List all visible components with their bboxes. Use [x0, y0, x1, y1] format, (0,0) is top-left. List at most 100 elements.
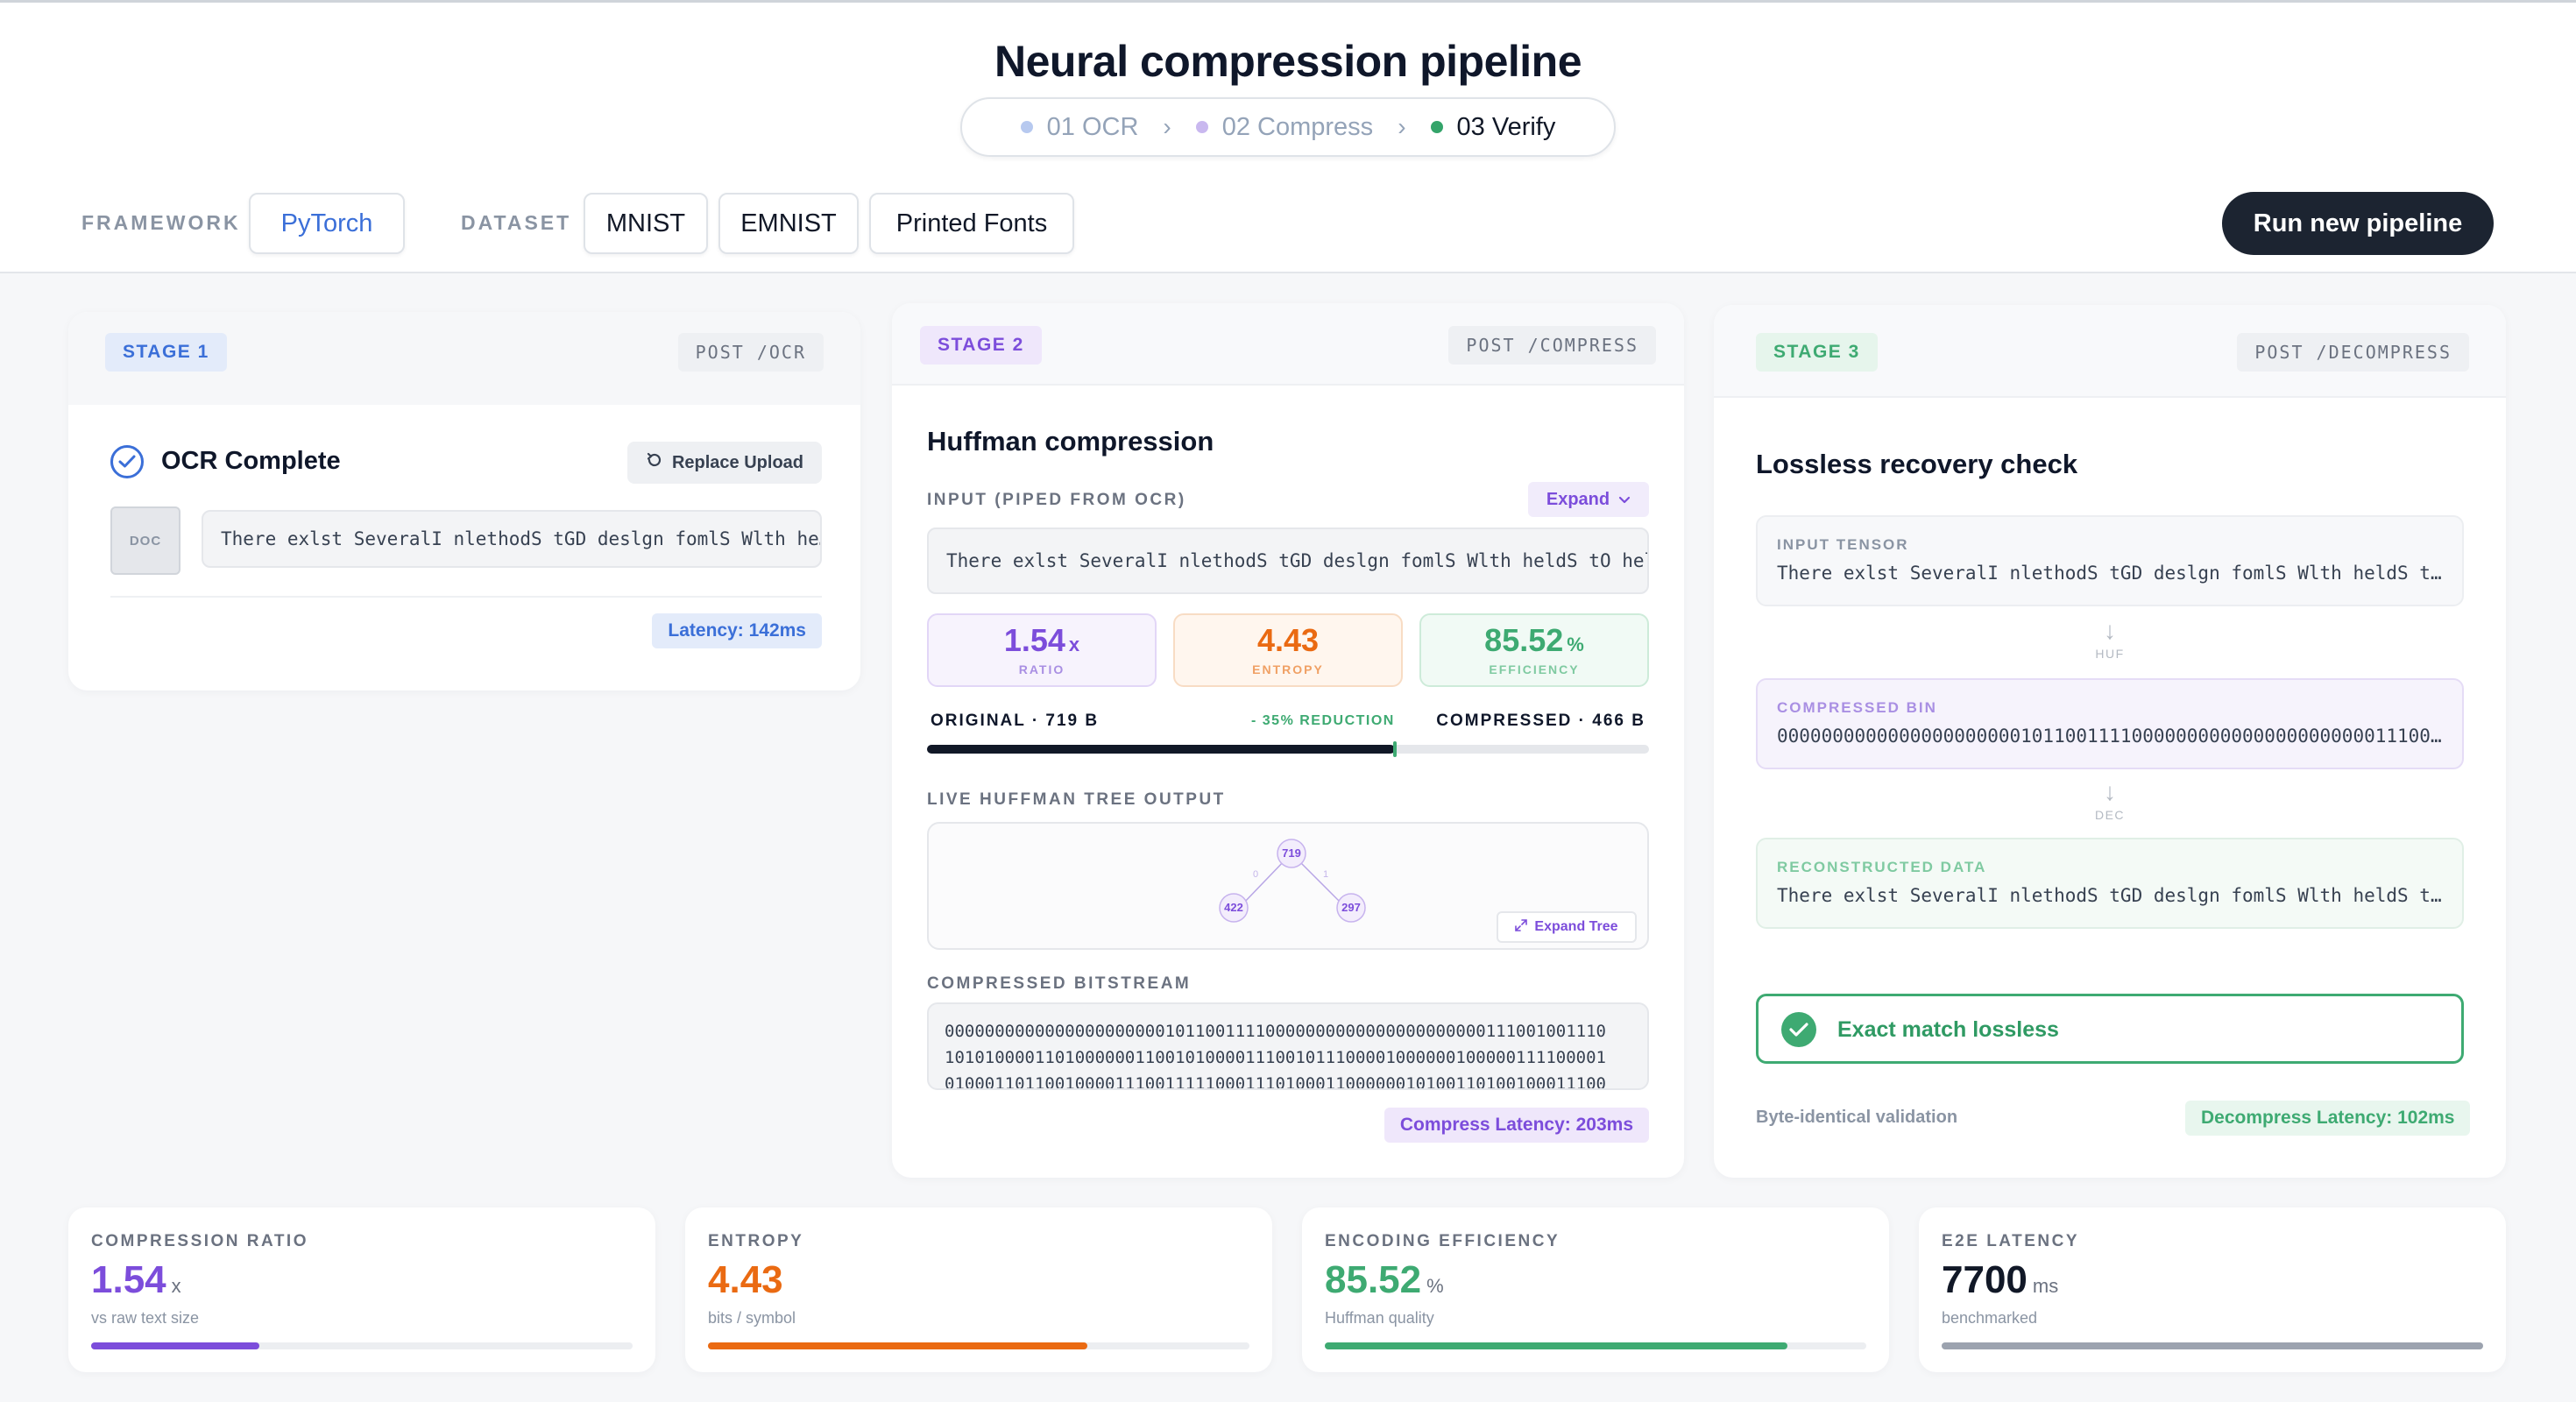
stat-bar-track	[708, 1342, 1249, 1349]
top-bar: Neural compression pipeline 01 OCR › 02 …	[0, 0, 2576, 273]
run-pipeline-button[interactable]: Run new pipeline	[2222, 192, 2494, 255]
ratio-value: 1.54	[1003, 622, 1065, 658]
compress-input-text: There exlst SeveralI nlethodS tGD deslgn…	[927, 528, 1649, 594]
stage1-card: STAGE 1 POST /OCR OCR Complete Replace U…	[68, 312, 860, 690]
tree-node-root	[1277, 839, 1306, 868]
efficiency-caption: EFFICIENCY	[1489, 662, 1580, 676]
stat-value: 7700	[1942, 1258, 2028, 1301]
stat-e2e-latency: E2E LATENCY 7700 ms benchmarked	[1919, 1207, 2506, 1372]
input-tensor-text: There exlst SeveralI nlethodS tGD deslgn…	[1777, 563, 2443, 584]
step-dot-icon	[1020, 121, 1033, 133]
tree-node-left	[1219, 893, 1249, 923]
expand-tree-label: Expand Tree	[1534, 919, 1618, 934]
step-ocr[interactable]: 01 OCR	[1020, 112, 1139, 142]
tree-right-edge-label: 1	[1323, 869, 1329, 880]
stat-value: 85.52	[1325, 1258, 1422, 1301]
stat-label: COMPRESSION RATIO	[91, 1232, 308, 1250]
huffman-tree-panel: 719 422 297 0 1 Expand Tree	[927, 822, 1649, 950]
stat-entropy: ENTROPY 4.43 bits / symbol	[685, 1207, 1272, 1372]
ocr-output-text: There exlst SeveralI nlethodS tGD deslgn…	[202, 510, 822, 568]
bitstream-label: COMPRESSED BITSTREAM	[927, 974, 1192, 993]
stage2-endpoint: POST /COMPRESS	[1448, 326, 1656, 365]
stat-value: 1.54	[91, 1258, 166, 1301]
entropy-value: 4.43	[1256, 622, 1320, 658]
stat-label: E2E LATENCY	[1942, 1232, 2080, 1250]
stat-label: ENCODING EFFICIENCY	[1325, 1232, 1560, 1250]
compress-latency-badge: Compress Latency: 203ms	[1384, 1108, 1649, 1143]
expand-input-button[interactable]: Expand	[1528, 482, 1649, 517]
tree-node-right	[1336, 893, 1366, 923]
stat-unit: ms	[2032, 1275, 2059, 1297]
stage2-card: STAGE 2 POST /COMPRESS Huffman compressi…	[892, 303, 1684, 1178]
stat-label: ENTROPY	[708, 1232, 804, 1250]
ratio-caption: RATIO	[1018, 662, 1065, 676]
recovery-title: Lossless recovery check	[1756, 449, 2078, 479]
input-tensor-label: INPUT TENSOR	[1777, 536, 1909, 553]
stat-compression-ratio: COMPRESSION RATIO 1.54 x vs raw text size	[68, 1207, 655, 1372]
divider	[110, 596, 822, 598]
page-title: Neural compression pipeline	[994, 37, 1582, 86]
check-circle-icon	[1781, 1012, 1816, 1047]
size-bar-fill	[927, 745, 1395, 754]
ratio-metric: 1.54 x RATIO	[927, 613, 1157, 687]
stage3-header: STAGE 3 POST /DECOMPRESS	[1714, 305, 2506, 398]
huffman-tree-svg	[1219, 839, 1366, 923]
compressed-bin-label: COMPRESSED BIN	[1777, 699, 1937, 716]
document-thumbnail[interactable]: DOC	[110, 506, 180, 575]
input-tensor-block: INPUT TENSOR There exlst SeveralI nletho…	[1756, 515, 2464, 606]
bitstream-line: 1010100001101000000110010100001110010111…	[945, 1048, 1606, 1067]
decompress-latency-badge: Decompress Latency: 102ms	[2185, 1101, 2471, 1136]
ocr-latency-badge: Latency: 142ms	[652, 613, 822, 648]
original-size-label: ORIGINAL · 719 B	[931, 712, 1100, 730]
match-result-banner: Exact match lossless	[1756, 994, 2464, 1064]
step-verify[interactable]: 03 Verify	[1430, 113, 1555, 142]
stat-bar-fill	[91, 1342, 259, 1349]
reconstructed-label: RECONSTRUCTED DATA	[1777, 859, 1987, 875]
efficiency-metric: 85.52% EFFICIENCY	[1419, 613, 1649, 687]
replace-upload-label: Replace Upload	[671, 452, 804, 472]
step-label: 01 OCR	[1046, 112, 1139, 141]
stat-bar-track	[1325, 1342, 1866, 1349]
reduction-label: - 35% REDUCTION	[1251, 713, 1395, 728]
stat-unit: x	[171, 1275, 181, 1297]
replace-upload-button[interactable]: Replace Upload	[627, 442, 822, 484]
step-dot-icon	[1430, 121, 1443, 133]
expand-label: Expand	[1546, 489, 1610, 509]
dataset-emnist-button[interactable]: EMNIST	[718, 193, 859, 254]
stat-bar-track	[91, 1342, 633, 1349]
size-bar-track	[927, 741, 1649, 757]
step-compress[interactable]: 02 Compress	[1195, 112, 1374, 142]
bitstream-line: 0100011011001000011100111110001110100011…	[945, 1074, 1606, 1090]
dataset-printed-fonts-button[interactable]: Printed Fonts	[869, 193, 1074, 254]
step-dot-icon	[1195, 121, 1208, 133]
expand-tree-button[interactable]: Expand Tree	[1497, 911, 1637, 943]
stat-bar-fill	[708, 1342, 1087, 1349]
tree-right-value: 297	[1341, 901, 1361, 914]
input-label: INPUT (PIPED FROM OCR)	[927, 491, 1186, 509]
stage1-endpoint: POST /OCR	[677, 333, 824, 372]
match-text: Exact match lossless	[1837, 1017, 2059, 1042]
framework-pytorch-button[interactable]: PyTorch	[249, 193, 405, 254]
stage3-endpoint: POST /DECOMPRESS	[2237, 333, 2469, 372]
chevron-right-icon: ›	[1163, 113, 1171, 140]
ratio-unit: x	[1068, 634, 1080, 655]
stat-sub: Huffman quality	[1325, 1309, 1434, 1327]
compressed-bin-text: 0000000000000000000000101100111100000000…	[1777, 726, 2443, 747]
tree-left-edge-label: 0	[1253, 869, 1259, 880]
dec-arrow: ↓ DEC	[2092, 780, 2127, 823]
efficiency-unit: %	[1567, 634, 1584, 655]
stat-unit: %	[1426, 1275, 1444, 1297]
framework-label: FRAMEWORK	[81, 211, 241, 234]
refresh-icon	[646, 451, 663, 474]
stat-bar-fill	[1942, 1342, 2483, 1349]
huf-arrow: ↓ HUF	[2092, 619, 2127, 662]
stage2-header: STAGE 2 POST /COMPRESS	[892, 303, 1684, 386]
tree-left-value: 422	[1224, 901, 1243, 914]
huf-label: HUF	[2095, 647, 2125, 661]
stat-bar-fill	[1325, 1342, 1788, 1349]
stage1-header: STAGE 1 POST /OCR	[68, 312, 860, 405]
step-label: 02 Compress	[1221, 112, 1374, 141]
dataset-mnist-button[interactable]: MNIST	[584, 193, 708, 254]
bitstream-output: 0000000000000000000000101100111100000000…	[927, 1002, 1649, 1090]
efficiency-value: 85.52	[1484, 622, 1564, 658]
